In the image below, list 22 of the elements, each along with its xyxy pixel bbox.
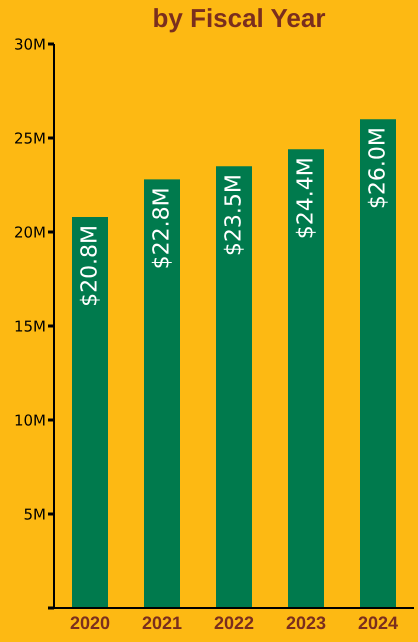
x-tick-label: 2024 [358,612,398,633]
chart-title: by Fiscal Year [152,2,326,35]
data-label: $20.8M [78,224,102,307]
y-tick-label: 15M [14,317,46,336]
bar [288,149,324,608]
y-tick-label: 10M [14,411,46,430]
bar [72,216,108,608]
data-label: $22.8M [150,187,174,270]
x-tick-label: 2022 [214,612,254,633]
x-tick-label: 2020 [70,612,110,633]
y-tick-label: 25M [14,129,46,148]
x-tick-label: 2023 [286,612,326,633]
bar [216,166,252,608]
bar [360,119,396,608]
bar [144,179,180,608]
data-label: $23.5M [222,174,246,256]
y-tick-label: 20M [14,223,46,242]
y-tick-label: 5M [24,505,46,524]
y-tick-label: 30M [14,35,46,54]
x-tick-label: 2021 [142,612,182,633]
data-label: $26.0M [366,127,390,210]
data-label: $24.4M [294,157,318,240]
